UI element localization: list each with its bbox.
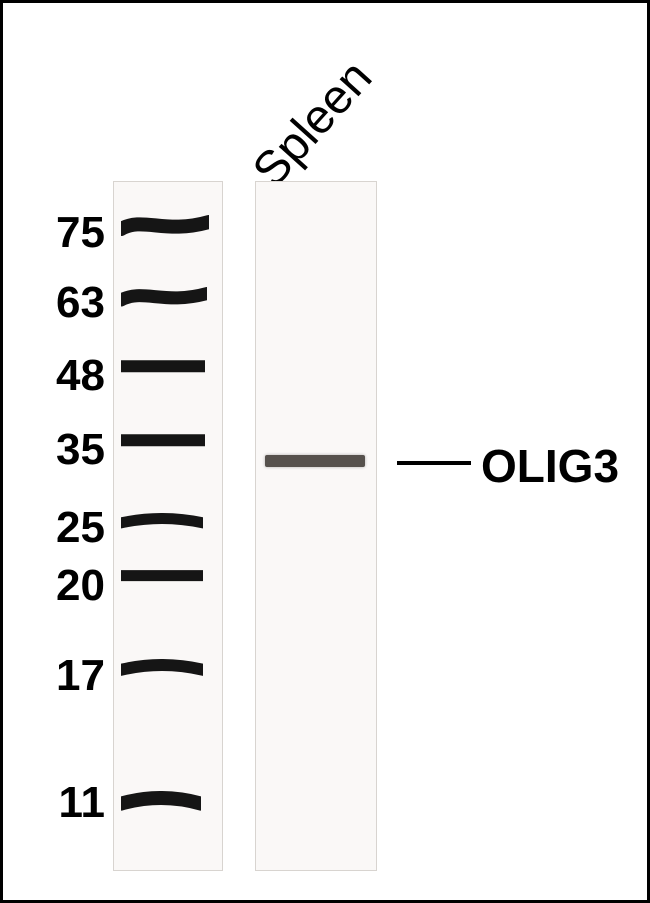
lane-sample	[255, 181, 377, 871]
mw-label-63: 63	[3, 278, 105, 328]
marker-band	[121, 791, 201, 813]
marker-band	[121, 359, 205, 379]
marker-band	[121, 659, 203, 679]
mw-label-48: 48	[3, 351, 105, 401]
marker-band	[121, 287, 207, 308]
marker-band	[121, 433, 205, 453]
callout-line	[397, 461, 471, 465]
marker-band	[121, 215, 209, 237]
marker-band	[121, 513, 203, 532]
mw-label-35: 35	[3, 425, 105, 475]
lane-label-spleen: Spleen	[242, 50, 383, 198]
sample-band	[265, 455, 365, 467]
marker-band	[121, 569, 203, 588]
western-blot-figure: Spleen 75 63 48 35 25 20 17 11 OLIG3	[3, 3, 647, 900]
mw-label-11: 11	[3, 778, 105, 828]
mw-label-17: 17	[3, 651, 105, 701]
target-label-olig3: OLIG3	[481, 439, 619, 493]
mw-label-75: 75	[3, 208, 105, 258]
mw-label-20: 20	[3, 561, 105, 611]
mw-label-25: 25	[3, 503, 105, 553]
